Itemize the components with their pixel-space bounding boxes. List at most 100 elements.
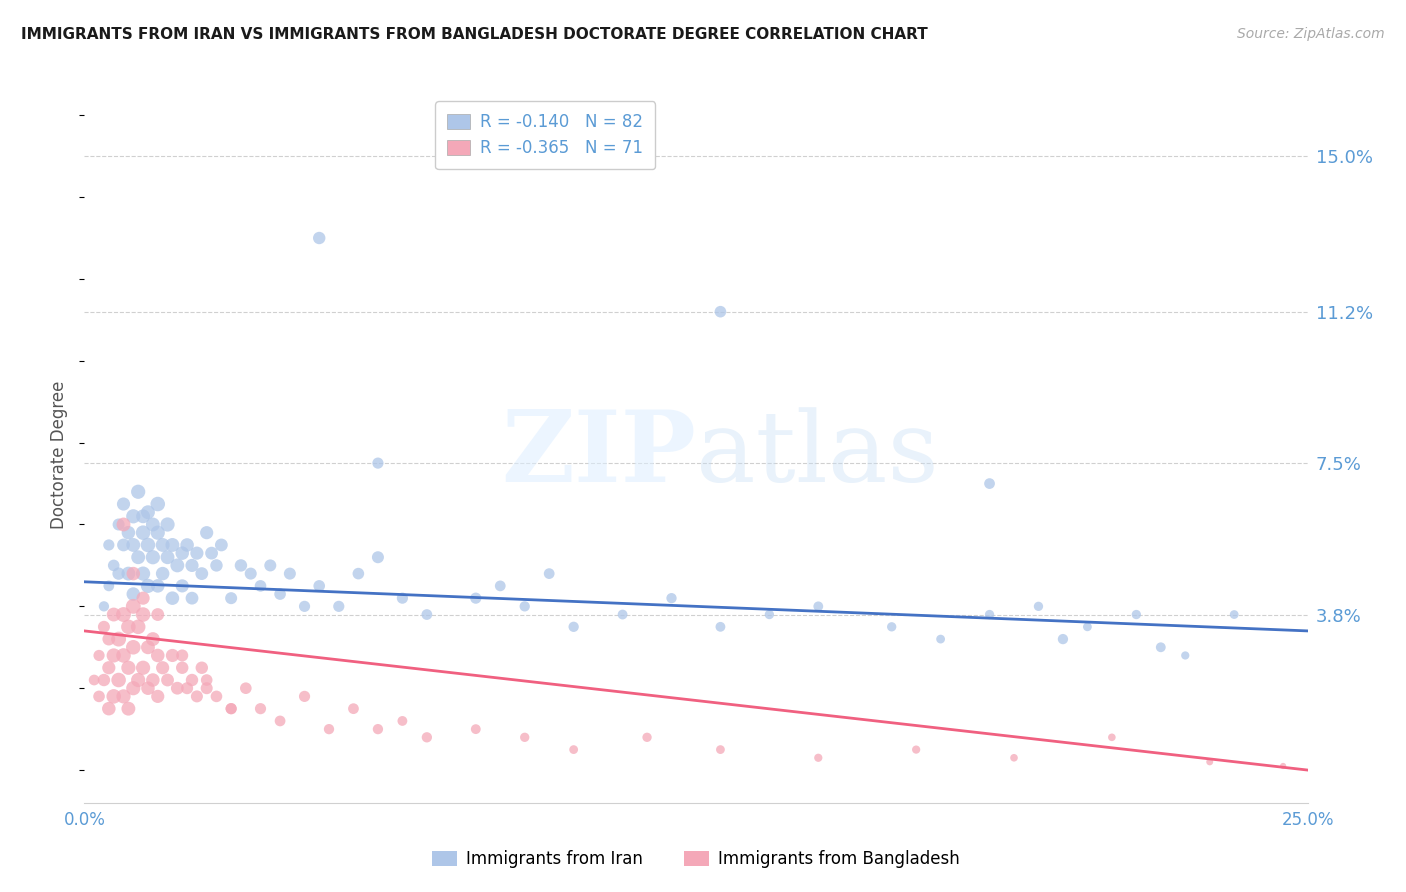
- Point: [249, 579, 271, 593]
- Point: [136, 505, 159, 519]
- Point: [195, 525, 218, 540]
- Point: [162, 591, 184, 606]
- Point: [176, 681, 198, 696]
- Point: [464, 591, 486, 606]
- Point: [318, 722, 340, 736]
- Point: [342, 701, 364, 715]
- Point: [294, 690, 316, 704]
- Point: [172, 648, 194, 663]
- Point: [107, 632, 129, 646]
- Point: [146, 607, 169, 622]
- Point: [127, 673, 149, 687]
- Point: [636, 731, 658, 745]
- Point: [176, 538, 198, 552]
- Point: [136, 681, 159, 696]
- Point: [112, 497, 135, 511]
- Point: [1052, 632, 1074, 646]
- Point: [209, 538, 232, 552]
- Point: [1150, 640, 1173, 655]
- Point: [269, 714, 291, 728]
- Point: [152, 566, 174, 581]
- Point: [97, 579, 120, 593]
- Point: [132, 525, 155, 540]
- Point: [127, 550, 149, 565]
- Point: [166, 681, 188, 696]
- Point: [122, 640, 145, 655]
- Point: [186, 546, 208, 560]
- Point: [117, 525, 139, 540]
- Point: [132, 509, 155, 524]
- Point: [347, 566, 370, 581]
- Point: [127, 620, 149, 634]
- Point: [929, 632, 952, 646]
- Point: [1125, 607, 1147, 622]
- Point: [979, 607, 1001, 622]
- Point: [97, 661, 120, 675]
- Point: [117, 701, 139, 715]
- Text: IMMIGRANTS FROM IRAN VS IMMIGRANTS FROM BANGLADESH DOCTORATE DEGREE CORRELATION : IMMIGRANTS FROM IRAN VS IMMIGRANTS FROM …: [21, 27, 928, 42]
- Point: [191, 661, 214, 675]
- Point: [186, 690, 208, 704]
- Point: [278, 566, 301, 581]
- Point: [219, 701, 242, 715]
- Point: [103, 607, 125, 622]
- Point: [181, 558, 204, 573]
- Point: [146, 690, 169, 704]
- Point: [562, 742, 585, 756]
- Point: [391, 714, 413, 728]
- Point: [513, 731, 536, 745]
- Point: [661, 591, 683, 606]
- Point: [117, 620, 139, 634]
- Point: [416, 607, 439, 622]
- Point: [367, 550, 389, 565]
- Point: [195, 681, 218, 696]
- Point: [103, 690, 125, 704]
- Point: [308, 579, 330, 593]
- Point: [103, 648, 125, 663]
- Legend: Immigrants from Iran, Immigrants from Bangladesh: Immigrants from Iran, Immigrants from Ba…: [426, 843, 966, 874]
- Point: [146, 497, 169, 511]
- Point: [489, 579, 512, 593]
- Point: [200, 546, 222, 560]
- Point: [308, 231, 330, 245]
- Point: [162, 538, 184, 552]
- Point: [107, 673, 129, 687]
- Point: [136, 538, 159, 552]
- Point: [112, 517, 135, 532]
- Text: Source: ZipAtlas.com: Source: ZipAtlas.com: [1237, 27, 1385, 41]
- Point: [205, 690, 228, 704]
- Point: [122, 587, 145, 601]
- Point: [294, 599, 316, 614]
- Point: [117, 661, 139, 675]
- Point: [195, 673, 218, 687]
- Point: [807, 599, 830, 614]
- Y-axis label: Doctorate Degree: Doctorate Degree: [51, 381, 69, 529]
- Point: [136, 579, 159, 593]
- Point: [979, 476, 1001, 491]
- Point: [146, 579, 169, 593]
- Point: [132, 591, 155, 606]
- Point: [391, 591, 413, 606]
- Point: [269, 587, 291, 601]
- Point: [103, 558, 125, 573]
- Point: [709, 304, 731, 318]
- Point: [146, 648, 169, 663]
- Point: [156, 673, 179, 687]
- Point: [219, 701, 242, 715]
- Point: [112, 538, 135, 552]
- Point: [259, 558, 281, 573]
- Point: [367, 722, 389, 736]
- Point: [880, 620, 903, 634]
- Point: [1076, 620, 1098, 634]
- Point: [97, 701, 120, 715]
- Point: [709, 620, 731, 634]
- Point: [122, 566, 145, 581]
- Point: [367, 456, 389, 470]
- Point: [905, 742, 928, 756]
- Point: [328, 599, 350, 614]
- Point: [166, 558, 188, 573]
- Point: [152, 538, 174, 552]
- Point: [156, 517, 179, 532]
- Point: [1198, 755, 1220, 769]
- Text: ZIP: ZIP: [501, 407, 696, 503]
